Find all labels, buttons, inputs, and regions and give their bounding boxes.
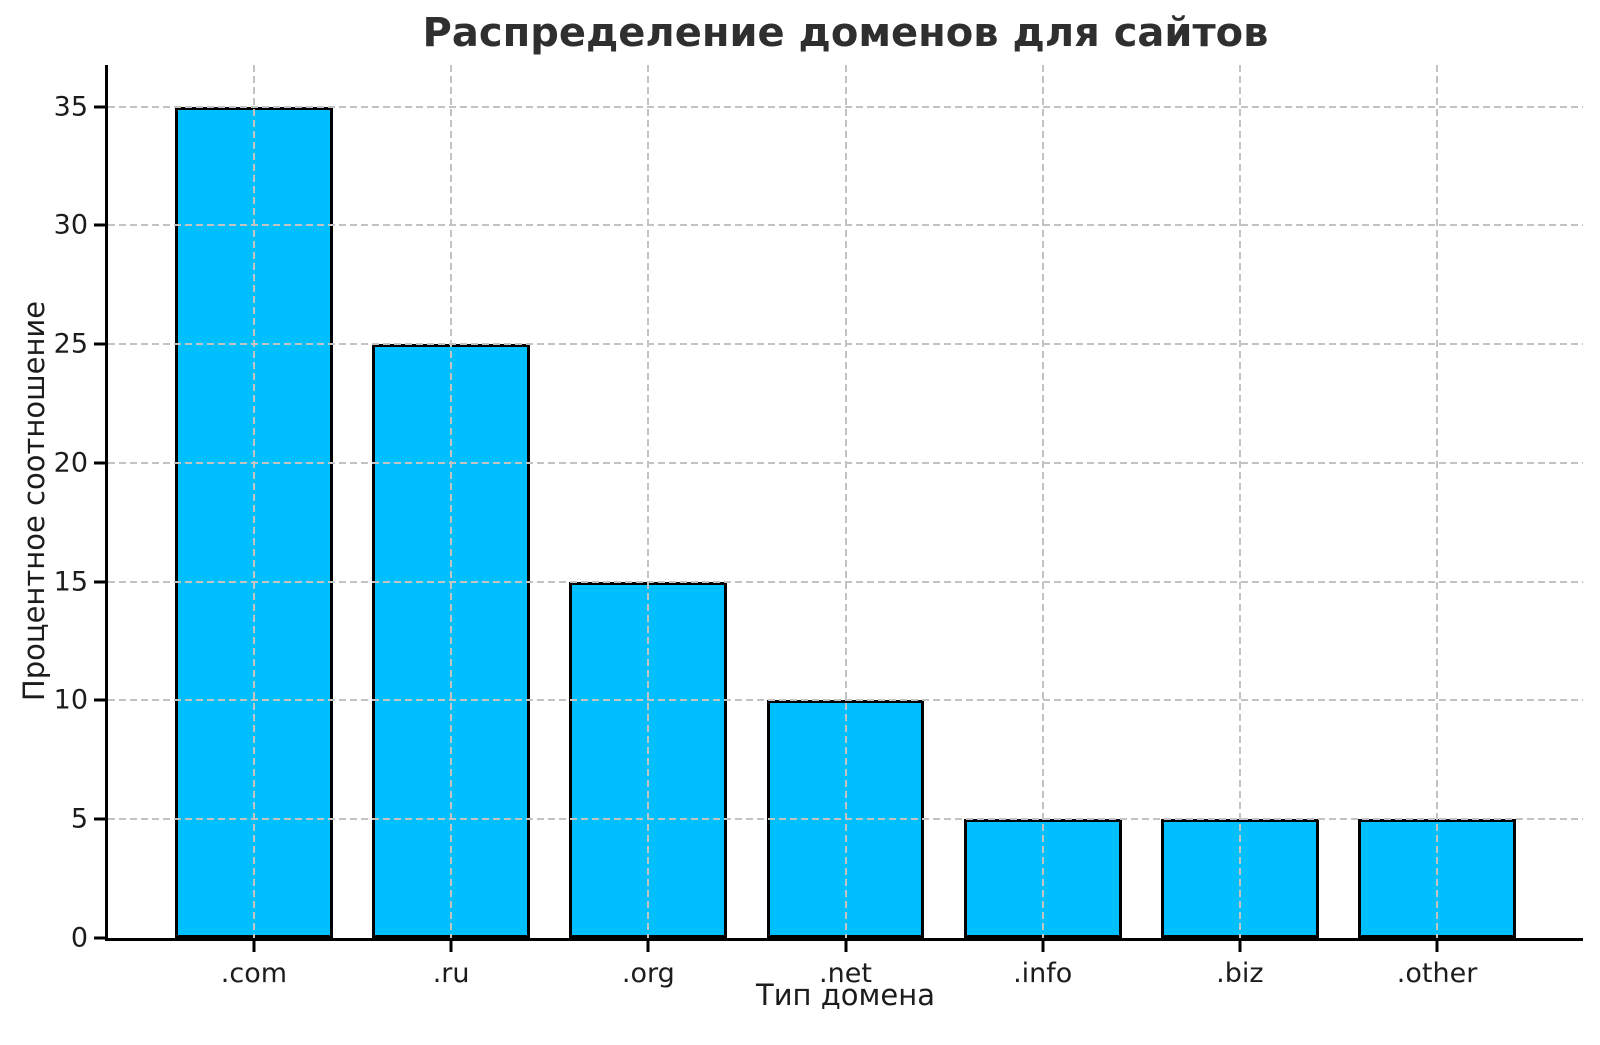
y-tick-mark bbox=[94, 461, 105, 465]
x-tick-mark bbox=[844, 941, 847, 952]
x-tick-label: .com bbox=[220, 958, 288, 989]
y-tick-label: 15 bbox=[53, 566, 88, 598]
x-tick-label: .net bbox=[819, 958, 872, 989]
x-axis-spine bbox=[105, 938, 1583, 941]
x-tick-label: .biz bbox=[1216, 958, 1264, 989]
x-tick-mark bbox=[449, 941, 453, 952]
x-tick-mark bbox=[1041, 941, 1045, 952]
x-tick-label: .org bbox=[621, 958, 675, 989]
ticks-layer: 0 5 10 15 20 25 30 35 .com .ru .org .net .info .biz .o… bbox=[54, 65, 1583, 989]
y-tick-mark bbox=[94, 580, 105, 584]
y-tick-mark bbox=[94, 223, 105, 227]
x-tick-mark bbox=[252, 941, 256, 952]
plot-area: 0 5 10 15 20 25 30 35 .com .ru .org .net .info .biz .o… bbox=[54, 65, 1583, 989]
y-tick-label: 0 bbox=[70, 922, 88, 954]
x-tick-mark bbox=[646, 941, 650, 952]
y-axis-label: Процентное соотношение bbox=[17, 300, 51, 702]
y-tick-mark bbox=[94, 936, 105, 940]
y-tick-mark bbox=[94, 105, 105, 109]
y-tick-label: 5 bbox=[70, 803, 88, 835]
y-axis-spine bbox=[105, 65, 108, 941]
y-tick-mark bbox=[94, 817, 105, 821]
x-tick-label: .other bbox=[1396, 958, 1478, 989]
y-tick-label: 20 bbox=[53, 447, 88, 479]
x-tick-mark bbox=[1435, 941, 1439, 952]
x-tick-label: .info bbox=[1013, 958, 1073, 989]
y-tick-mark bbox=[94, 698, 105, 702]
x-axis-label: Тип домена bbox=[756, 978, 935, 1012]
y-tick-label: 35 bbox=[53, 91, 88, 123]
y-tick-label: 30 bbox=[53, 209, 88, 241]
chart-title: Распределение доменов для сайтов bbox=[422, 10, 1269, 56]
y-tick-label: 10 bbox=[53, 684, 88, 716]
y-tick-mark bbox=[94, 342, 105, 346]
x-tick-mark bbox=[1238, 941, 1242, 952]
x-tick-label: .ru bbox=[432, 958, 470, 989]
y-tick-label: 25 bbox=[53, 328, 88, 360]
